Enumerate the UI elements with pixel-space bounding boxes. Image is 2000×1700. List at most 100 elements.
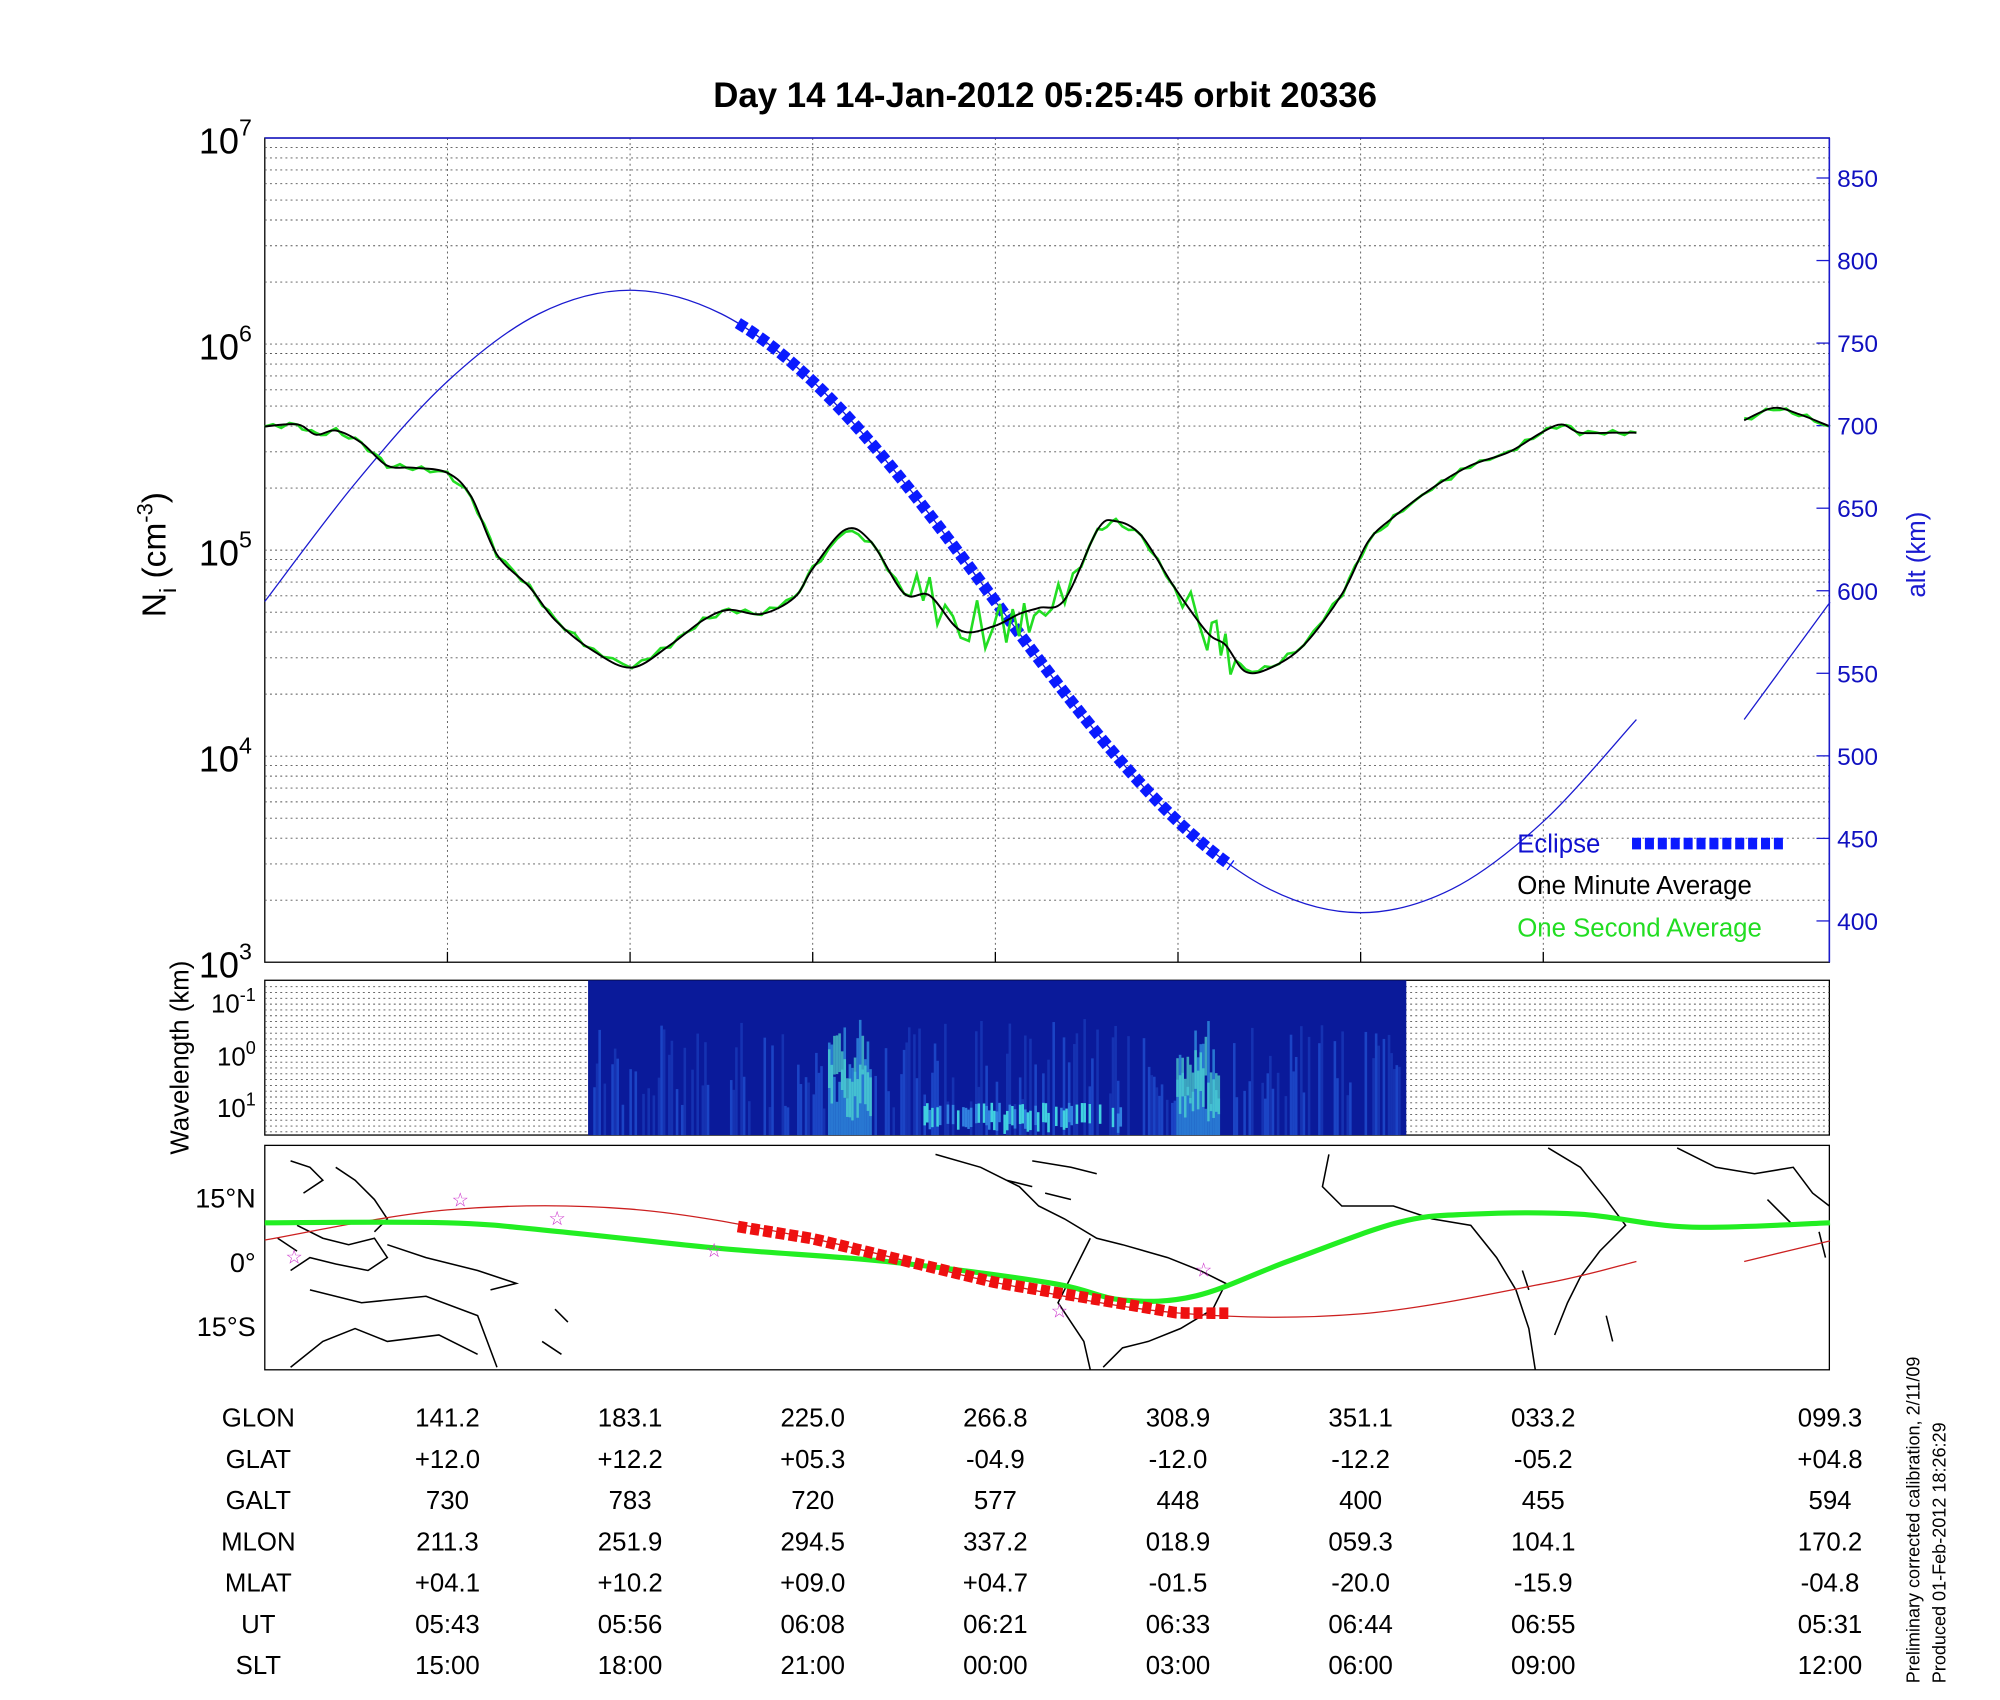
- table-cell: 033.2: [1511, 1405, 1576, 1433]
- table-cell: 594: [1809, 1487, 1852, 1515]
- eclipse-segment: [734, 318, 1235, 871]
- star-marker-icon: ☆: [285, 1247, 302, 1269]
- altitude-tick-label: 700: [1837, 414, 1878, 441]
- table-cell: 00:00: [963, 1652, 1028, 1680]
- table-row: GLAT +12.0 +12.2 +05.3 -04.9 -12.0 -12.2 -05.2 +…: [226, 1446, 1863, 1474]
- table-cell: 400: [1339, 1487, 1382, 1515]
- star-marker-icon: ☆: [452, 1189, 469, 1211]
- altitude-tick-label: 800: [1837, 249, 1878, 276]
- altitude-tick-label: 550: [1837, 661, 1878, 688]
- table-cell: +12.2: [597, 1446, 662, 1474]
- eclipse-track-segment: [736, 1220, 1231, 1320]
- table-cell: 720: [791, 1487, 834, 1515]
- table-row: MLAT +04.1 +10.2 +09.0 +04.7 -01.5 -20.0 -15.9 -…: [225, 1570, 1859, 1598]
- altitude-tick-label: 500: [1837, 744, 1878, 771]
- star-marker-icon: ☆: [548, 1208, 565, 1230]
- density-axis-label: Ni (cm-3): [133, 492, 181, 617]
- svg-text:Produced 01-Feb-2012 18:26:29: Produced 01-Feb-2012 18:26:29: [1929, 1422, 1949, 1683]
- table-cell: -20.0: [1331, 1570, 1390, 1598]
- wavelength-axis-label: Wavelength (km): [167, 961, 195, 1155]
- table-row: MLON 211.3 251.9 294.5 337.2 018.9 059.3 104.1 1…: [221, 1528, 1862, 1556]
- table-cell: +04.8: [1797, 1446, 1862, 1474]
- table-cell: 06:00: [1328, 1652, 1393, 1680]
- table-cell: 03:00: [1146, 1652, 1211, 1680]
- table-cell: 730: [426, 1487, 469, 1515]
- wavelength-tick-label: 10-1: [211, 985, 256, 1019]
- orbit-parameter-table: GLON 141.2 183.1 225.0 266.8 308.9 351.1 033.2 0…: [221, 1405, 1863, 1681]
- altitude-tick-label: 850: [1837, 166, 1878, 193]
- table-cell: 455: [1522, 1487, 1565, 1515]
- table-cell: -04.8: [1801, 1570, 1860, 1598]
- table-cell: 15:00: [415, 1652, 480, 1680]
- altitude-tick-label: 600: [1837, 579, 1878, 606]
- density-tick-label: 104: [199, 733, 252, 780]
- row-label: GLON: [222, 1405, 295, 1433]
- row-label: GLAT: [226, 1446, 292, 1474]
- table-cell: +10.2: [597, 1570, 662, 1598]
- legend-one-second: One Second Average: [1517, 914, 1762, 942]
- table-cell: 351.1: [1328, 1405, 1393, 1433]
- latitude-tick-label: 15°N: [195, 1182, 256, 1213]
- one-second-average-line: [1743, 407, 1831, 428]
- density-tick-label: 107: [199, 114, 252, 161]
- altitude-tick-label: 750: [1837, 331, 1878, 358]
- table-cell: -05.2: [1514, 1446, 1573, 1474]
- star-marker-icon: ☆: [1051, 1300, 1068, 1322]
- table-cell: 21:00: [780, 1652, 845, 1680]
- row-label: UT: [241, 1611, 276, 1639]
- row-label: MLAT: [225, 1570, 292, 1598]
- wavelength-tick-label: 101: [217, 1089, 256, 1123]
- table-row: GLON 141.2 183.1 225.0 266.8 308.9 351.1 033.2 0…: [222, 1405, 1862, 1433]
- density-tick-label: 106: [199, 320, 252, 367]
- table-cell: 183.1: [598, 1405, 663, 1433]
- table-cell: +04.7: [963, 1570, 1028, 1598]
- spectrogram-panel: 10-1 100 101 Wavelength (km): [167, 961, 1831, 1155]
- altitude-tick-label: 400: [1837, 909, 1878, 936]
- table-cell: 337.2: [963, 1528, 1028, 1556]
- table-cell: 266.8: [963, 1405, 1028, 1433]
- table-cell: 225.0: [780, 1405, 845, 1433]
- calibration-footnote: Preliminary corrected calibration, 2/11/…: [1904, 1357, 1950, 1684]
- table-cell: 251.9: [598, 1528, 663, 1556]
- legend-one-minute: One Minute Average: [1517, 872, 1752, 900]
- table-cell: 141.2: [415, 1405, 480, 1433]
- table-cell: 104.1: [1511, 1528, 1576, 1556]
- table-cell: 170.2: [1798, 1528, 1863, 1556]
- latitude-tick-label: 0°: [230, 1247, 256, 1278]
- table-cell: 018.9: [1146, 1528, 1211, 1556]
- star-marker-icon: ☆: [705, 1240, 722, 1262]
- ground-track-map: ☆ ☆ ☆ ☆ ☆ ☆ 15°N 0° 15°S: [195, 1144, 1831, 1371]
- table-cell: -15.9: [1514, 1570, 1573, 1598]
- table-cell: 099.3: [1798, 1405, 1863, 1433]
- one-minute-average-line: [264, 423, 1637, 675]
- table-cell: 09:00: [1511, 1652, 1576, 1680]
- table-cell: 12:00: [1798, 1652, 1863, 1680]
- table-cell: -12.2: [1331, 1446, 1390, 1474]
- table-cell: 06:08: [780, 1611, 845, 1639]
- table-cell: +09.0: [780, 1570, 845, 1598]
- table-cell: 05:56: [598, 1611, 663, 1639]
- density-panel: 103 104 105 106 107 400 450 500 550 600 650 700 750…: [133, 114, 1931, 985]
- table-cell: 06:55: [1511, 1611, 1576, 1639]
- figure-title: Day 14 14-Jan-2012 05:25:45 orbit 20336: [713, 76, 1377, 115]
- row-label: GALT: [226, 1487, 292, 1515]
- one-minute-average-line: [1743, 406, 1831, 428]
- row-label: MLON: [221, 1528, 295, 1556]
- wavelength-tick-label: 100: [217, 1038, 256, 1072]
- table-cell: 448: [1156, 1487, 1199, 1515]
- table-cell: 211.3: [416, 1528, 479, 1556]
- altitude-line: [1743, 601, 1831, 720]
- table-cell: 294.5: [780, 1528, 845, 1556]
- density-tick-label: 103: [199, 939, 252, 986]
- table-cell: +04.1: [415, 1570, 480, 1598]
- legend-eclipse: Eclipse: [1517, 831, 1600, 859]
- table-cell: 577: [974, 1487, 1017, 1515]
- table-cell: +05.3: [780, 1446, 845, 1474]
- table-cell: 059.3: [1328, 1528, 1393, 1556]
- table-cell: 308.9: [1146, 1405, 1211, 1433]
- table-cell: -01.5: [1149, 1570, 1208, 1598]
- altitude-tick-label: 450: [1837, 826, 1878, 853]
- star-marker-icon: ☆: [1195, 1259, 1212, 1281]
- legend: Eclipse One Minute Average One Second Av…: [1517, 831, 1783, 942]
